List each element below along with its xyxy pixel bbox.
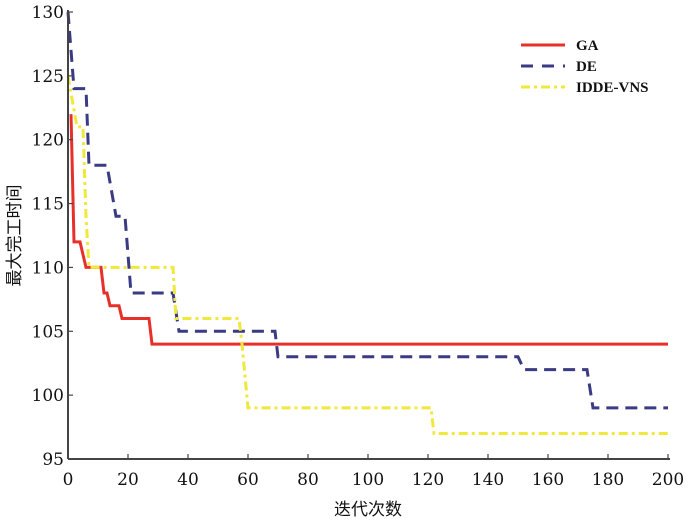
legend-label: IDDE-VNS [576,80,649,96]
x-tick-label: 120 [412,470,444,490]
y-tick-label: 105 [32,322,64,342]
y-ticks: 95 100 105 110 115 120 125 130 [32,3,73,470]
legend-label: DE [576,59,597,75]
series-line-idde-vns [66,75,668,435]
x-tick-label: 0 [63,470,74,490]
x-ticks: 0 20 40 60 80 100 120 140 160 180 200 [63,454,684,490]
x-axis-title: 迭代次数 [334,500,402,520]
y-tick-label: 120 [32,131,64,151]
plot-lines [66,11,668,435]
legend-label: GA [576,38,599,54]
x-tick-label: 200 [652,470,684,490]
y-tick-label: 125 [32,67,64,87]
x-tick-label: 180 [592,470,624,490]
x-tick-label: 140 [472,470,504,490]
x-tick-label: 160 [532,470,564,490]
x-tick-label: 40 [177,470,199,490]
x-tick-label: 100 [352,470,384,490]
y-tick-label: 130 [32,3,64,23]
y-tick-label: 115 [32,195,64,215]
y-tick-label: 110 [32,258,64,278]
series-line-de [66,11,668,410]
y-axis-title: 最大完工时间 [5,185,25,287]
series-line-ga [69,114,668,346]
x-tick-label: 80 [297,470,319,490]
legend: GA DE IDDE-VNS [521,38,649,96]
x-tick-label: 60 [237,470,259,490]
y-tick-label: 95 [42,450,64,470]
y-tick-label: 100 [32,386,64,406]
x-tick-label: 20 [117,470,139,490]
